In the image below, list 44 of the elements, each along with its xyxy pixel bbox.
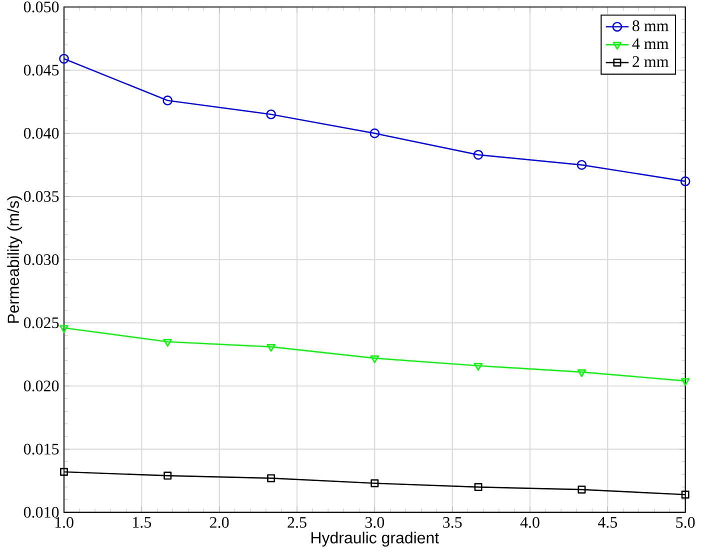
point [474, 483, 482, 492]
y-tick-label: 0.030 [24, 254, 59, 266]
point [163, 338, 172, 347]
y-tick-label: 0.050 [24, 2, 59, 12]
y-tick-label: 0.010 [24, 506, 59, 518]
point [266, 344, 276, 352]
point [370, 479, 379, 488]
point [680, 378, 690, 386]
point [162, 96, 173, 106]
y-tick-label: 0.015 [24, 444, 59, 455]
point [266, 109, 276, 120]
legend-label: 4 mm [632, 38, 669, 49]
x-tick-label: 3.5 [443, 517, 462, 528]
y-tick-label: 0.025 [24, 317, 59, 328]
legend-label: 2 mm [632, 56, 669, 67]
y-tick-label: 0.020 [24, 380, 59, 392]
x-tick-label: 1.0 [55, 517, 74, 528]
point [681, 490, 690, 499]
point [164, 472, 172, 480]
y-tick-label: 0.040 [24, 128, 59, 139]
point [680, 176, 690, 186]
point [60, 468, 68, 476]
x-tick-label: 1.5 [133, 517, 152, 528]
point [473, 150, 484, 160]
point [370, 355, 380, 364]
x-tick-label: 4.0 [520, 517, 540, 528]
y-tick-label: 0.045 [24, 64, 59, 76]
point [370, 128, 380, 138]
y-axis-title: Permeability (m/s) [7, 196, 22, 323]
point [578, 486, 586, 494]
x-tick-label: 5.0 [676, 517, 695, 528]
point [474, 362, 483, 371]
x-tick-label: 3.0 [365, 517, 384, 528]
x-tick-label: 4.5 [598, 517, 618, 528]
x-tick-label: 2.0 [210, 517, 229, 528]
point [267, 474, 276, 482]
x-axis-title: Hydraulic gradient [312, 532, 439, 547]
point [60, 325, 68, 333]
x-tick-label: 2.5 [288, 517, 306, 528]
point [576, 160, 587, 170]
point [577, 369, 586, 378]
y-tick-label: 0.035 [24, 191, 59, 202]
point [59, 54, 69, 64]
legend-label: 8 mm [632, 20, 669, 32]
